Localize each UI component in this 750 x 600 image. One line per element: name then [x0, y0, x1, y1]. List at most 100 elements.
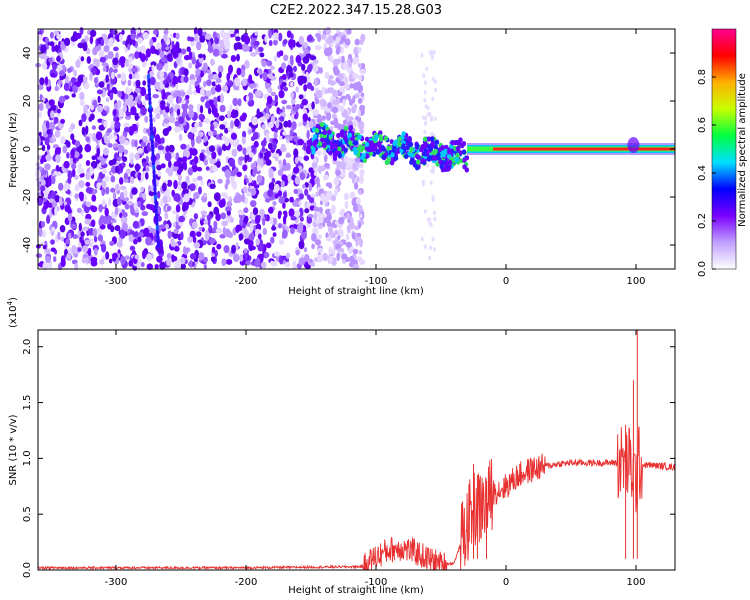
spectrogram-noise-speck — [249, 232, 255, 241]
spectrogram-noise-speck — [215, 192, 221, 200]
spectrogram-noise-speck — [119, 108, 124, 118]
spectrogram-noise-speck — [180, 256, 186, 265]
spectrogram-noise-speck — [297, 122, 303, 127]
spectrogram-noise-speck — [304, 254, 310, 263]
spectrogram-noise-speck — [313, 206, 320, 212]
spectrogram-noise-speck — [208, 145, 216, 153]
spectrogram-noise-speck — [252, 180, 257, 188]
spectrogram-noise-speck — [272, 32, 279, 41]
spectrogram-noise-speck — [110, 225, 115, 233]
spectrogram-noise-speck — [335, 36, 341, 42]
spectrogram-noise-speck — [166, 75, 171, 83]
spectrogram-noise-speck — [217, 148, 222, 156]
spectrogram-noise-speck — [51, 202, 58, 207]
spectrogram-noise-speck — [431, 96, 435, 102]
spectrogram-noise-speck — [175, 83, 179, 90]
spectrogram-noise-speck — [50, 104, 57, 112]
spectrogram-noise-speck — [259, 52, 265, 58]
spectrogram-noise-speck — [239, 254, 244, 262]
spectrogram-noise-speck — [70, 133, 75, 141]
spectrogram-noise-speck — [299, 172, 306, 181]
spectrogram-noise-speck — [326, 236, 332, 242]
spectrogram-noise-speck — [105, 251, 110, 260]
spectrogram-noise-speck — [83, 104, 88, 115]
spectrogram-noise-speck — [142, 32, 149, 40]
spectrogram-noise-speck — [326, 213, 332, 221]
spectrogram-y-tick-label: -40 — [22, 237, 33, 253]
spectrogram-noise-speck — [140, 53, 146, 63]
spectrogram-noise-speck — [198, 113, 204, 121]
spectrogram-noise-speck — [334, 229, 339, 236]
spectrogram-noise-speck — [81, 126, 86, 136]
spectrogram-noise-speck — [345, 257, 351, 263]
spectrogram-noise-speck — [357, 97, 363, 104]
spectrogram-noise-speck — [428, 111, 432, 117]
spectrogram-noise-speck — [60, 258, 66, 268]
spectrogram-noise-speck — [284, 261, 291, 268]
spectrogram-noise-speck — [303, 247, 308, 253]
spectrogram-noise-speck — [431, 77, 435, 82]
spectrogram-noise-speck — [96, 182, 101, 190]
spectrogram-noise-speck — [342, 258, 347, 264]
spectrogram-noise-speck — [160, 163, 166, 169]
spectrogram-noise-speck — [293, 135, 298, 143]
snr-x-label: Height of straight line (km) — [288, 585, 424, 596]
spectrogram-noise-speck — [213, 206, 220, 215]
spectrogram-signal-point — [455, 146, 461, 152]
spectrogram-noise-speck — [45, 154, 52, 162]
spectrogram-noise-speck — [113, 46, 119, 52]
spectrogram-x-tick-label: 100 — [626, 276, 645, 287]
spectrogram-noise-speck — [328, 256, 333, 263]
spectrogram-noise-speck — [84, 144, 92, 153]
spectrogram-noise-speck — [104, 139, 111, 144]
spectrogram-noise-speck — [56, 33, 62, 40]
spectrogram-noise-speck — [91, 155, 96, 161]
spectrogram-signal-point — [311, 146, 316, 152]
spectrogram-noise-speck — [207, 107, 212, 115]
spectrogram-noise-speck — [277, 169, 284, 177]
spectrogram-noise-speck — [148, 204, 155, 211]
spectrogram-noise-speck — [155, 112, 161, 120]
spectrogram-noise-speck — [54, 116, 59, 124]
spectrogram-noise-speck — [264, 112, 270, 120]
spectrogram-noise-speck — [273, 39, 278, 46]
spectrogram-noise-speck — [241, 193, 245, 203]
spectrogram-noise-speck — [336, 160, 342, 170]
spectrogram-x-tick-label: 0 — [503, 276, 509, 287]
spectrogram-noise-speck — [152, 94, 159, 99]
spectrogram-noise-speck — [342, 98, 346, 106]
spectrogram-noise-speck — [236, 171, 242, 177]
spectrogram-signal-point — [389, 160, 395, 166]
spectrogram-signal-point — [377, 142, 382, 148]
spectrogram-noise-speck — [127, 43, 131, 51]
spectrogram-noise-speck — [268, 40, 273, 47]
spectrogram-noise-speck — [156, 190, 161, 199]
spectrogram-noise-speck — [142, 249, 146, 260]
spectrogram-noise-speck — [278, 32, 283, 42]
spectrogram-noise-speck — [207, 73, 215, 80]
spectrogram-noise-speck — [180, 143, 187, 150]
spectrogram-noise-speck — [298, 94, 304, 100]
spectrogram-noise-speck — [123, 126, 131, 133]
spectrogram-noise-speck — [267, 189, 274, 198]
spectrogram-noise-speck — [312, 158, 318, 163]
snr-x-tick-label: 0 — [503, 577, 509, 588]
spectrogram-noise-speck — [69, 157, 74, 166]
spectrogram-noise-speck — [40, 169, 47, 176]
spectrogram-noise-speck — [66, 189, 71, 195]
spectrogram-noise-speck — [328, 75, 334, 80]
spectrogram-noise-speck — [262, 217, 266, 226]
spectrogram-noise-speck — [282, 191, 287, 199]
spectrogram-y-tick-label: 40 — [22, 47, 33, 60]
spectrogram-signal-point — [397, 141, 402, 147]
spectrogram-noise-speck — [304, 188, 309, 196]
spectrogram-noise-speck — [167, 230, 172, 239]
spectrogram-signal-point — [320, 137, 325, 143]
spectrogram-noise-speck — [211, 151, 217, 160]
spectrogram-signal-point — [436, 152, 441, 158]
spectrogram-noise-speck — [212, 31, 218, 39]
spectrogram-noise-speck — [243, 207, 249, 214]
spectrogram-noise-speck — [348, 73, 353, 83]
spectrogram-noise-speck — [77, 247, 82, 253]
